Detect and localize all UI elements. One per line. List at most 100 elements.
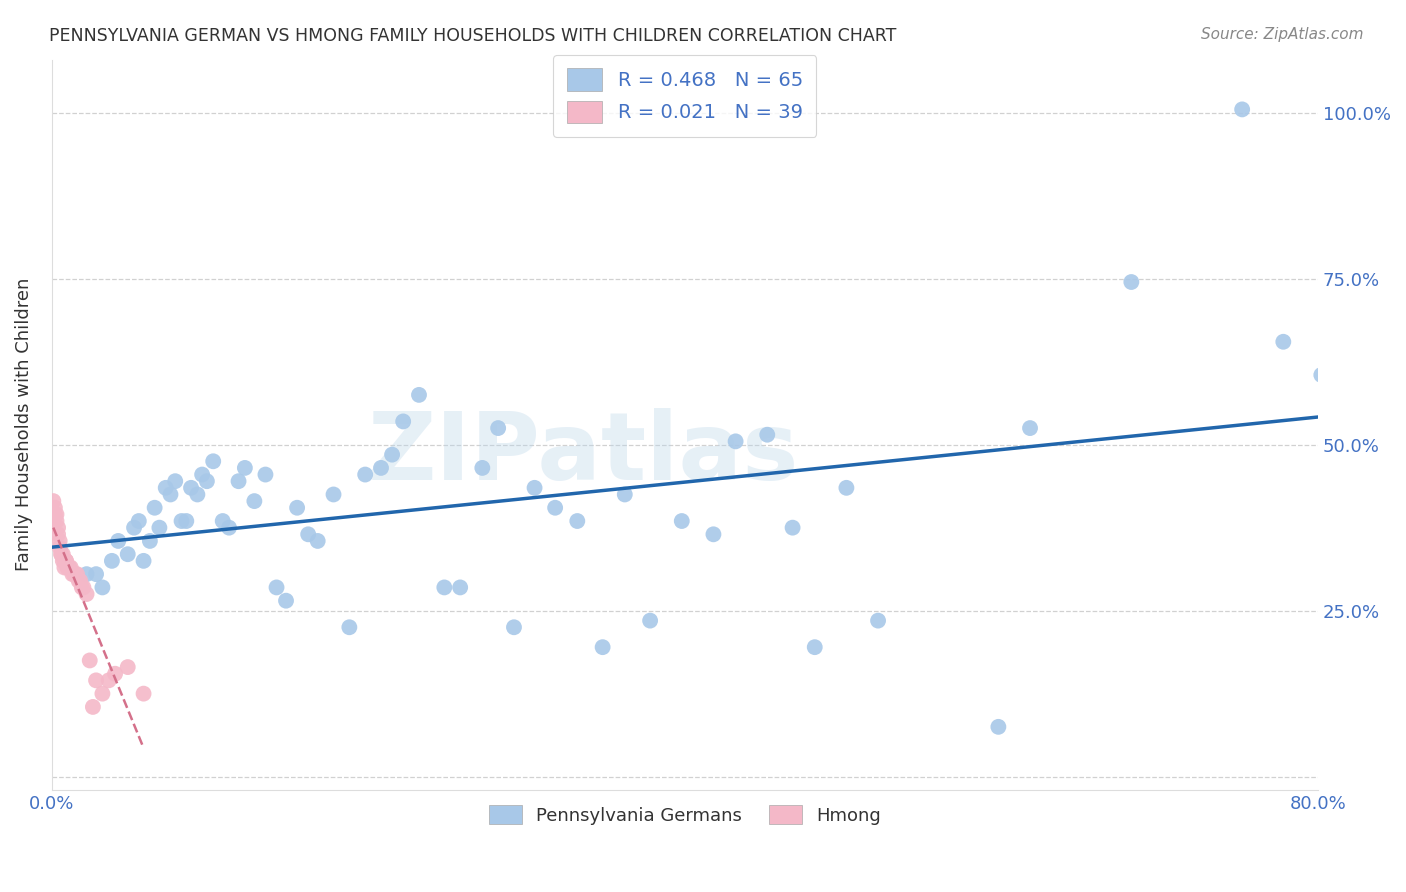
Point [65,567,87,582]
Point [523,481,546,495]
Point [471,461,494,475]
Point [76,587,98,601]
Point [59,560,82,574]
Point [132,687,155,701]
Point [567,514,589,528]
Point [307,533,329,548]
Point [84,567,107,582]
Point [449,581,471,595]
Text: PENNSYLVANIA GERMAN VS HMONG FAMILY HOUSEHOLDS WITH CHILDREN CORRELATION CHART: PENNSYLVANIA GERMAN VS HMONG FAMILY HOUS… [49,27,897,45]
Point [117,660,139,674]
Point [53,554,76,568]
Point [186,487,208,501]
Point [702,527,724,541]
Point [97,673,120,688]
Point [52,547,75,561]
Text: Source: ZipAtlas.com: Source: ZipAtlas.com [1201,27,1364,42]
Legend: Pennsylvania Germans, Hmong: Pennsylvania Germans, Hmong [478,795,891,836]
Point [370,461,392,475]
Point [170,514,193,528]
Point [180,481,202,495]
Point [101,554,124,568]
Point [46,527,69,541]
Point [274,593,297,607]
Point [354,467,377,482]
Point [202,454,225,468]
Point [486,421,509,435]
Point [76,567,98,582]
Point [297,527,319,541]
Point [724,434,747,449]
Point [408,388,430,402]
Point [70,581,93,595]
Point [139,533,162,548]
Point [211,514,233,528]
Point [285,500,308,515]
Point [128,514,150,528]
Point [1230,103,1253,117]
Point [53,560,76,574]
Point [55,554,77,568]
Point [91,581,114,595]
Point [671,514,693,528]
Point [1121,275,1143,289]
Point [60,567,83,582]
Point [51,547,73,561]
Point [42,494,65,508]
Point [155,481,177,495]
Point [143,500,166,515]
Point [66,567,89,582]
Point [195,474,218,488]
Point [165,474,187,488]
Point [233,461,256,475]
Point [48,533,70,548]
Point [987,720,1010,734]
Point [58,560,80,574]
Point [503,620,526,634]
Point [803,640,825,655]
Point [52,554,75,568]
Point [218,521,240,535]
Point [107,533,129,548]
Point [148,521,170,535]
Point [782,521,804,535]
Point [46,521,69,535]
Point [79,653,101,667]
Point [392,414,415,428]
Point [84,673,107,688]
Point [1019,421,1042,435]
Point [51,547,73,561]
Point [381,448,404,462]
Point [322,487,344,501]
Point [67,574,90,588]
Point [254,467,277,482]
Point [638,614,661,628]
Point [191,467,214,482]
Point [56,560,79,574]
Point [266,581,288,595]
Point [55,554,77,568]
Point [159,487,181,501]
Point [63,567,86,582]
Point [45,508,67,522]
Point [44,508,66,522]
Point [72,581,94,595]
Point [433,581,456,595]
Point [1310,368,1333,382]
Point [122,521,145,535]
Point [91,687,114,701]
Point [48,541,70,555]
Point [58,560,80,574]
Point [104,666,127,681]
Point [243,494,266,508]
Point [1272,334,1295,349]
Point [756,427,779,442]
Point [176,514,198,528]
Point [69,574,91,588]
Text: ZIPatlas: ZIPatlas [368,408,800,500]
Point [117,547,139,561]
Point [835,481,858,495]
Point [45,514,67,528]
Point [132,554,155,568]
Point [592,640,614,655]
